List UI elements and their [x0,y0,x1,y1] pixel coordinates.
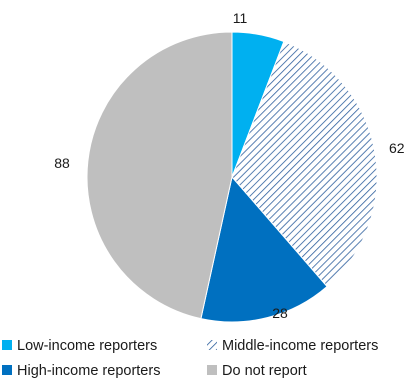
data-label-high-income-reporters: 28 [272,305,288,321]
data-label-do-not-report: 88 [54,155,70,171]
legend-item-middle-income-reporters: Middle-income reporters [207,338,378,354]
legend-item-high-income-reporters: High-income reporters [2,363,160,379]
pie-slice-middle-income-reporters [231,40,378,288]
pie-slices [86,31,378,323]
data-label-middle-income-reporters: 62 [389,140,405,156]
legend-swatch-middle-income-reporters [207,340,217,350]
legend-item-do-not-report: Do not report [207,363,307,379]
legend: Low-income reporters Middle-income report… [2,338,378,379]
pie-slice-do-not-report [86,31,233,320]
pie-data-labels: 11 62 28 88 [54,10,405,321]
legend-swatch-low-income-reporters [2,340,12,350]
legend-label-low-income-reporters: Low-income reporters [17,338,157,354]
legend-swatch-do-not-report [207,365,217,375]
legend-label-middle-income-reporters: Middle-income reporters [222,338,378,354]
pie-slice-high-income-reporters [200,175,328,323]
legend-label-do-not-report: Do not report [222,363,307,379]
legend-swatch-high-income-reporters [2,365,12,375]
legend-label-high-income-reporters: High-income reporters [17,363,160,379]
data-label-low-income-reporters: 11 [233,10,248,26]
legend-item-low-income-reporters: Low-income reporters [2,338,157,354]
